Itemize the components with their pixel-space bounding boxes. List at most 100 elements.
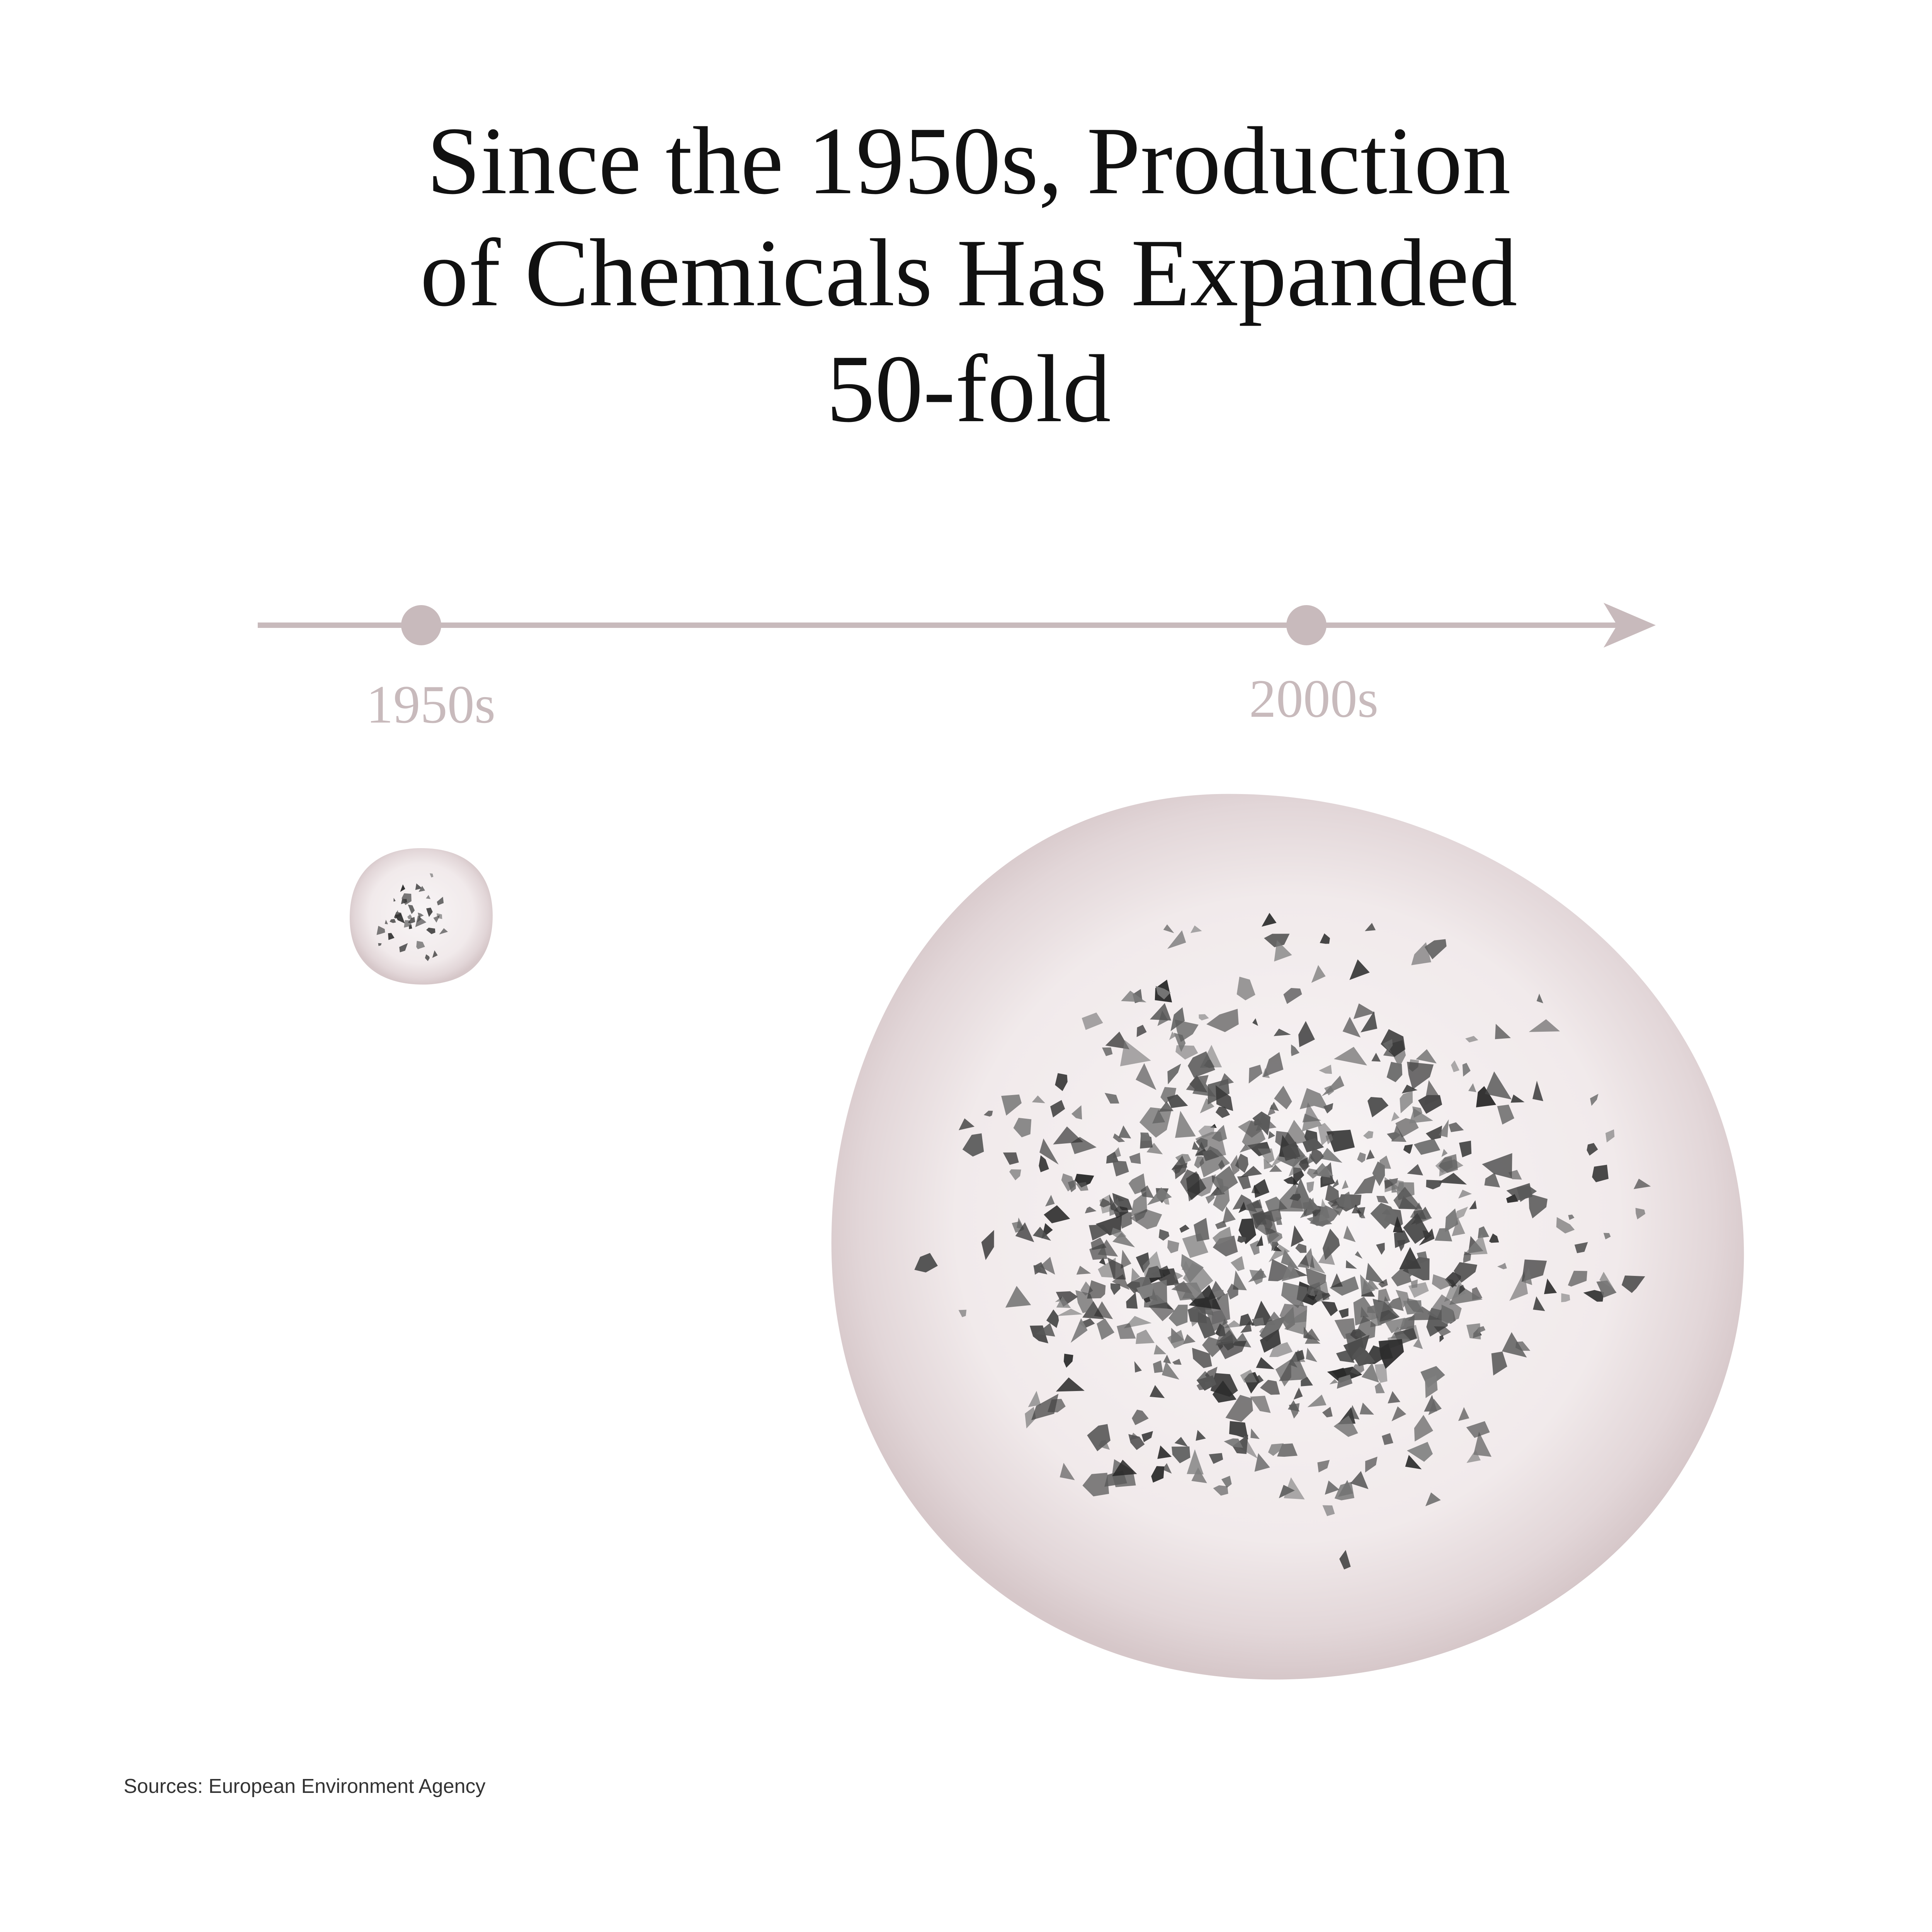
flake (1159, 1265, 1171, 1279)
flake (1319, 1198, 1332, 1222)
flake (1544, 1278, 1557, 1294)
flake (1401, 1085, 1418, 1094)
flake (1215, 1107, 1230, 1118)
flake (1386, 1297, 1404, 1311)
flake (1592, 1165, 1609, 1182)
flake (1121, 990, 1146, 1002)
flake (1419, 1228, 1435, 1246)
flake (1299, 1157, 1309, 1172)
flake (1358, 1207, 1366, 1218)
flake (1399, 1247, 1421, 1269)
flake (1587, 1143, 1598, 1156)
flake (1414, 1415, 1433, 1442)
flake (1254, 1453, 1270, 1472)
flake (393, 898, 396, 902)
flake (1359, 1402, 1374, 1415)
flake (1288, 1148, 1310, 1177)
flake (439, 928, 448, 935)
flake (1306, 1347, 1317, 1362)
flake (914, 1253, 938, 1273)
flake (1372, 1161, 1385, 1186)
flake (1306, 1267, 1326, 1290)
flake (1365, 1456, 1378, 1473)
flake (1335, 1204, 1345, 1209)
flake (1325, 1134, 1333, 1145)
flake (1393, 1216, 1403, 1233)
flake (416, 941, 425, 949)
flake (1349, 959, 1370, 980)
flake (1206, 1009, 1239, 1032)
flake (1491, 1351, 1507, 1376)
flake (1413, 1138, 1440, 1155)
flake (1556, 1217, 1575, 1234)
flake (1060, 1463, 1075, 1480)
flake (1268, 1244, 1290, 1262)
flake (1391, 1263, 1412, 1287)
flake (1473, 1432, 1492, 1457)
flake (1175, 1019, 1199, 1042)
flake (1346, 1260, 1357, 1269)
flake (1186, 1171, 1207, 1202)
flake (1136, 1063, 1156, 1090)
flake (1056, 1296, 1071, 1308)
flake (1167, 930, 1186, 949)
title-line: 50-fold (827, 335, 1111, 442)
flake (1183, 1263, 1213, 1293)
flake (1321, 1301, 1338, 1316)
flake (1082, 1012, 1103, 1030)
flake (1489, 1233, 1499, 1243)
flake (1269, 1164, 1282, 1172)
flake (1434, 1326, 1451, 1337)
flake (1468, 1083, 1476, 1092)
flake (1417, 1251, 1428, 1264)
flake (1148, 1302, 1175, 1321)
flake (1107, 1257, 1126, 1280)
flake (376, 926, 385, 935)
flake (1283, 1306, 1295, 1330)
flake (1603, 1233, 1611, 1240)
flake (1252, 1199, 1262, 1209)
flake (1596, 1281, 1617, 1298)
flake (1213, 1485, 1228, 1496)
flake (1163, 1354, 1171, 1364)
flake (1299, 1248, 1315, 1269)
flake (1343, 1335, 1370, 1361)
flake (1407, 1061, 1434, 1090)
flake (1120, 1040, 1151, 1066)
flake (1258, 1148, 1275, 1164)
flake (1250, 1396, 1271, 1413)
flake (1466, 1323, 1481, 1340)
flake (1441, 1149, 1448, 1157)
flake (1192, 1348, 1212, 1368)
flake (1216, 1085, 1233, 1111)
flake (1167, 1240, 1179, 1253)
flake (1085, 1206, 1097, 1214)
flake (1366, 1149, 1375, 1160)
flake (1330, 1276, 1359, 1296)
flake (1218, 1160, 1225, 1170)
flake (1353, 1003, 1375, 1019)
flake (1240, 1320, 1252, 1333)
flake (1256, 1357, 1275, 1369)
flake (1355, 1316, 1376, 1340)
flake (1118, 1125, 1131, 1139)
flake (408, 905, 415, 914)
flake (1213, 1185, 1230, 1212)
flake (1036, 1323, 1055, 1337)
flake (1284, 1309, 1307, 1335)
flake (1005, 1286, 1031, 1308)
flake (1376, 1196, 1389, 1204)
flake (1425, 1126, 1442, 1140)
flake (1335, 1191, 1352, 1209)
flake (1087, 1424, 1111, 1451)
flake (1515, 1341, 1531, 1351)
flake (1130, 1432, 1139, 1440)
flake (1352, 1204, 1362, 1214)
flake (1425, 1375, 1438, 1398)
flake (1290, 1178, 1315, 1210)
flake (1384, 1318, 1405, 1333)
flake (1306, 1181, 1314, 1193)
flake (1216, 1319, 1238, 1346)
flake (1224, 1438, 1243, 1448)
